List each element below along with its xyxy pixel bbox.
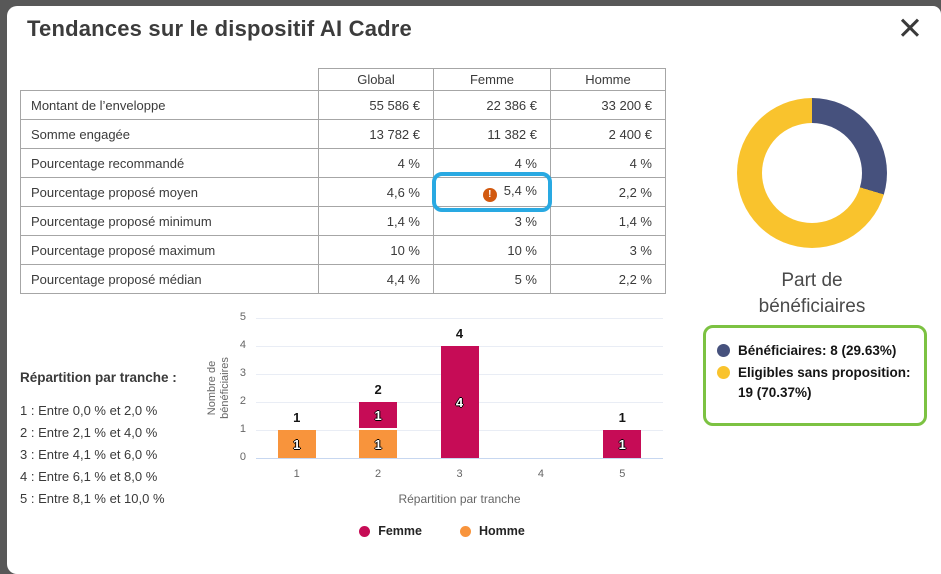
cell-global: 13 782 € (318, 119, 434, 149)
legend-item-text: Bénéficiaires: 8 (29.63%) (738, 343, 897, 358)
bar-segment-value: 1 (374, 407, 382, 423)
bar-chart-y-axis-label: Nombre de bénéficiaires (206, 357, 231, 419)
bar-total-label: 1 (293, 410, 301, 425)
row-label: Somme engagée (20, 119, 319, 149)
tranche-legend-item: 1 : Entre 0,0 % et 2,0 % (20, 403, 158, 418)
stats-table: Global Femme Homme Montant de l’envelopp… (20, 68, 666, 294)
x-tick-label: 4 (537, 468, 544, 480)
donut-chart (737, 98, 887, 248)
table-row: Pourcentage proposé médian 4,4 % 5 % 2,2… (20, 264, 666, 294)
table-row: Pourcentage proposé minimum 1,4 % 3 % 1,… (20, 206, 666, 236)
femme-dot-icon (359, 525, 371, 537)
column-header-homme: Homme (550, 68, 666, 91)
cell-femme: 10 % (433, 235, 551, 265)
tranche-legend-item: 3 : Entre 4,1 % et 6,0 % (20, 447, 158, 462)
bar-segment-femme: 1 (359, 402, 398, 430)
tranche-legend: Répartition par tranche : 1 : Entre 0,0 … (20, 370, 177, 510)
cell-homme: 4 % (550, 148, 666, 178)
row-label: Pourcentage proposé maximum (20, 235, 319, 265)
modal-title: Tendances sur le dispositif AI Cadre (27, 16, 412, 41)
legend-item-eligibles: Eligibles sans proposition: 19 (70.37%) (717, 363, 916, 403)
table-row: Pourcentage proposé maximum 10 % 10 % 3 … (20, 235, 666, 265)
bar-segment-value: 4 (455, 394, 464, 410)
table-row: Pourcentage recommandé 4 % 4 % 4 % (20, 148, 666, 178)
y-tick-label: 2 (239, 395, 246, 407)
bar-chart-x-axis-label: Répartition par tranche (398, 492, 521, 506)
legend-label: Homme (478, 524, 525, 538)
homme-dot-icon (459, 525, 471, 537)
tranche-legend-item: 4 : Entre 6,1 % et 8,0 % (20, 469, 158, 484)
beneficiaries-legend-box: Bénéficiaires: 8 (29.63%) Eligibles sans… (703, 325, 927, 426)
gridline (256, 458, 663, 459)
bar-segment-homme: 1 (359, 430, 398, 458)
warning-icon: ! (482, 187, 497, 202)
cell-global: 10 % (318, 235, 434, 265)
bar-segment-femme: 1 (603, 430, 642, 458)
bar-segment-femme: 4 (440, 346, 479, 458)
beneficiaires-dot-icon (717, 344, 730, 357)
row-label: Pourcentage recommandé (20, 148, 319, 178)
cell-global: 55 586 € (318, 90, 434, 120)
bar-total-label: 1 (618, 410, 626, 425)
eligibles-dot-icon (717, 366, 730, 379)
x-tick-label: 1 (293, 468, 300, 480)
table-row: Somme engagée 13 782 € 11 382 € 2 400 € (20, 119, 666, 149)
cell-global: 1,4 % (318, 206, 434, 236)
table-row: Montant de l’enveloppe 55 586 € 22 386 €… (20, 90, 666, 120)
gridline (256, 318, 663, 319)
bar-segment-homme: 1 (277, 430, 316, 458)
tranche-legend-title: Répartition par tranche : (20, 370, 177, 385)
legend-item-homme: Homme (459, 524, 525, 538)
cell-homme: 3 % (550, 235, 666, 265)
y-tick-label: 5 (239, 311, 246, 323)
cell-homme: 2 400 € (550, 119, 666, 149)
table-corner-cell (21, 69, 319, 91)
cell-homme: 33 200 € (550, 90, 666, 120)
tranche-legend-item: 2 : Entre 2,1 % et 4,0 % (20, 425, 158, 440)
x-tick-label: 3 (456, 468, 463, 480)
bar-segment-value: 1 (293, 436, 301, 452)
tranche-legend-item: 5 : Entre 8,1 % et 10,0 % (20, 491, 165, 506)
bar-segment-value: 1 (618, 436, 626, 452)
row-label: Pourcentage proposé médian (20, 264, 319, 294)
y-tick-label: 1 (239, 423, 246, 435)
cell-global: 4 % (318, 148, 434, 178)
donut-chart-title: Part de bénéficiaires (758, 270, 866, 317)
trends-modal: Tendances sur le dispositif AI Cadre ✕ G… (7, 6, 941, 574)
bar-chart-legend: Femme Homme (207, 524, 677, 538)
cell-homme: 2,2 % (550, 264, 666, 294)
legend-item-text: Eligibles sans proposition: 19 (70.37%) (738, 365, 911, 400)
column-header-global: Global (318, 68, 434, 91)
bar-chart: Nombre de bénéficiaires Répartition par … (206, 296, 677, 561)
table-row: Pourcentage proposé moyen 4,6 % ! 5,4 % 2… (20, 172, 666, 212)
cell-global: 4,4 % (318, 264, 434, 294)
bar-total-label: 2 (374, 382, 382, 397)
x-tick-label: 5 (619, 468, 626, 480)
row-label: Pourcentage proposé minimum (20, 206, 319, 236)
legend-item-beneficiaires: Bénéficiaires: 8 (29.63%) (717, 341, 916, 361)
x-tick-label: 2 (375, 468, 382, 480)
cell-homme: 2,2 % (550, 177, 666, 207)
row-label: Pourcentage proposé moyen (20, 177, 319, 207)
y-tick-label: 4 (239, 339, 246, 351)
alert-value: 5,4 % (503, 182, 537, 198)
table-header-row: Global Femme Homme (21, 68, 666, 91)
y-tick-label: 3 (239, 367, 246, 379)
row-label: Montant de l’enveloppe (20, 90, 319, 120)
legend-label: Femme (378, 524, 422, 538)
cell-global: 4,6 % (318, 177, 434, 207)
close-icon[interactable]: ✕ (897, 11, 923, 46)
cell-femme: 3 % (433, 206, 551, 236)
cell-femme: 5 % (433, 264, 551, 294)
cell-femme-alert: ! 5,4 % (432, 172, 552, 212)
y-tick-label: 0 (239, 451, 246, 463)
cell-homme: 1,4 % (550, 206, 666, 236)
legend-item-femme: Femme (359, 524, 422, 538)
cell-femme: 4 % (433, 148, 551, 178)
bar-total-label: 4 (455, 326, 464, 341)
column-header-femme: Femme (433, 68, 551, 91)
cell-femme: 22 386 € (433, 90, 551, 120)
cell-femme: 11 382 € (433, 119, 551, 149)
bar-segment-value: 1 (374, 436, 382, 452)
